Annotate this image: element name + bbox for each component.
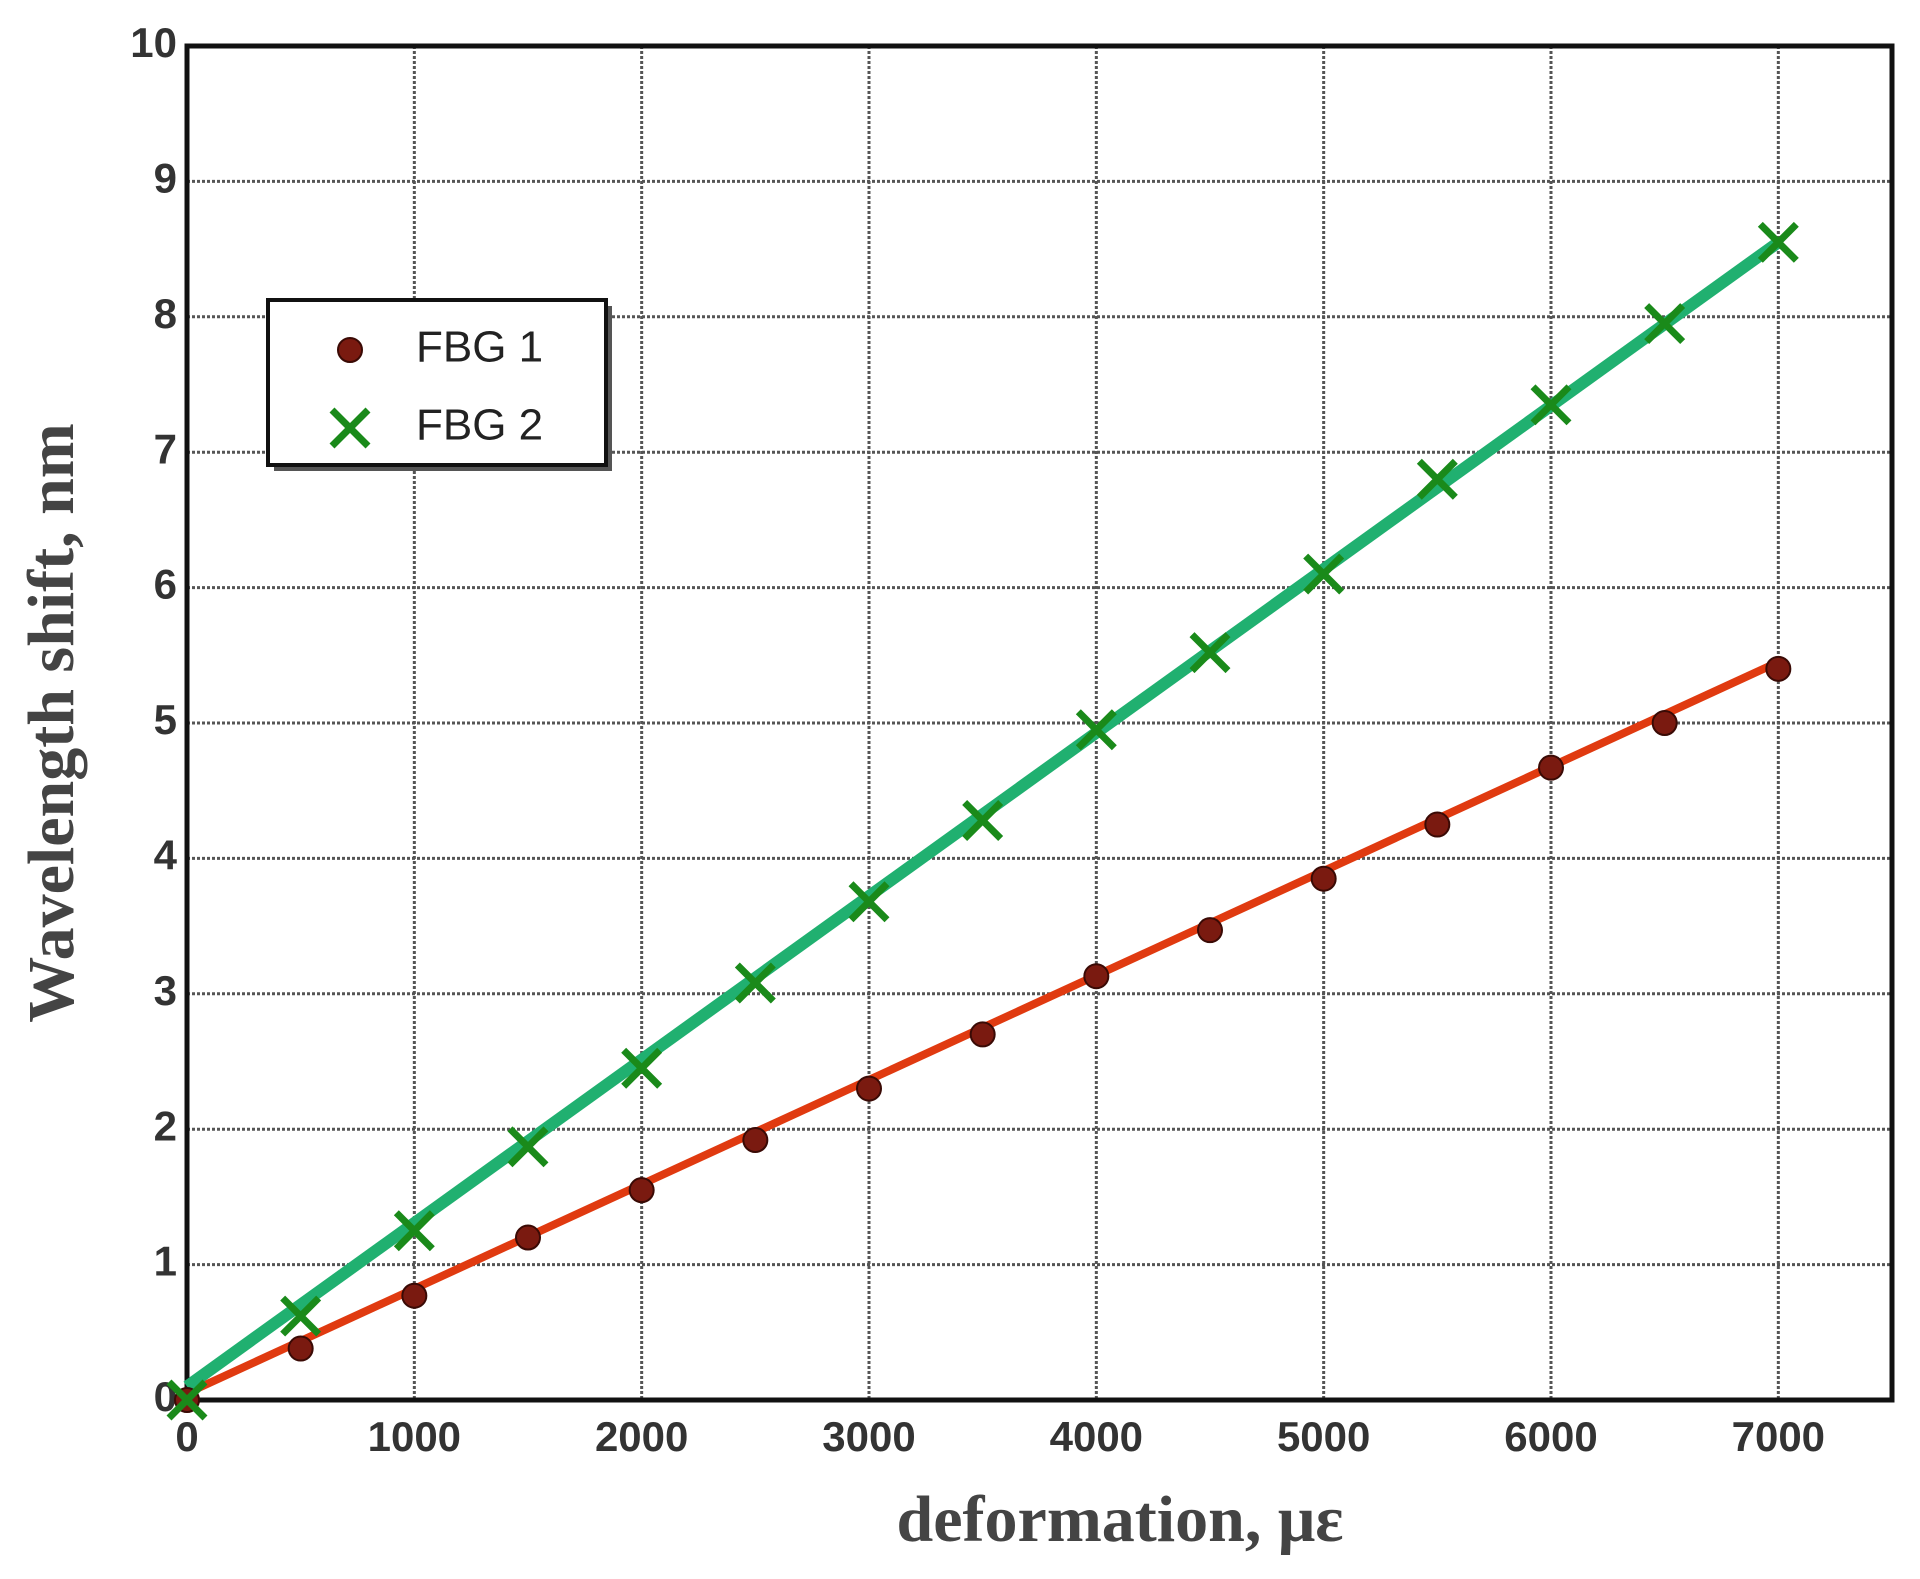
y-tick-label: 10 [130,19,177,66]
data-point [742,1127,769,1154]
legend-box [266,298,608,467]
y-tick-label: 2 [154,1102,177,1149]
data-point [515,1224,541,1251]
y-tick-label: 7 [154,425,177,472]
y-tick-label: 5 [154,696,177,743]
data-point [1757,221,1799,263]
data-point [621,1047,663,1089]
data-point [1530,384,1572,426]
x-tick-label: 1000 [368,1413,461,1460]
x-tick-label: 0 [175,1413,198,1460]
data-point [628,1177,655,1204]
data-point [507,1126,549,1168]
data-point [287,1335,314,1362]
x-tick-label: 7000 [1732,1413,1825,1460]
fit-line [183,237,1782,1392]
y-tick-label: 8 [154,290,177,337]
data-point [1303,553,1345,595]
y-tick-label: 3 [154,967,177,1014]
x-tick-label: 5000 [1277,1413,1370,1460]
data-point [280,1295,322,1337]
y-tick-label: 9 [154,154,177,201]
data-point [969,1021,996,1048]
data-point [1424,811,1451,838]
y-tick-label: 6 [154,561,177,608]
data-point [1075,709,1117,751]
legend-marker [329,407,371,449]
data-point [848,881,890,923]
data-point [1083,963,1110,990]
legend-label: FBG 1 [416,323,543,372]
data-point [734,962,776,1004]
data-point [1644,303,1686,345]
plot-frame [184,43,1895,1403]
x-axis-label: deformation, με [897,1483,1344,1556]
x-tick-label: 6000 [1504,1413,1597,1460]
data-point [401,1282,428,1309]
data-point [166,1379,208,1421]
y-tick-label: 1 [154,1238,177,1285]
data-point [1538,754,1564,781]
x-tick-label: 3000 [822,1413,915,1460]
legend-label: FBG 2 [416,401,543,450]
legend-marker [337,337,363,363]
y-tick-label: 4 [154,831,178,878]
x-tick-label: 4000 [1050,1413,1143,1460]
data-point [1651,710,1678,736]
data-point [1765,655,1792,682]
data-point [1416,458,1458,500]
data-point [393,1210,435,1252]
y-axis-label: Wavelength shift, nm [15,423,88,1023]
data-point [962,800,1004,841]
data-point [856,1075,882,1102]
data-point [1310,865,1337,892]
data-point [1189,632,1231,674]
data-point [1197,917,1223,944]
x-tick-label: 2000 [595,1413,688,1460]
